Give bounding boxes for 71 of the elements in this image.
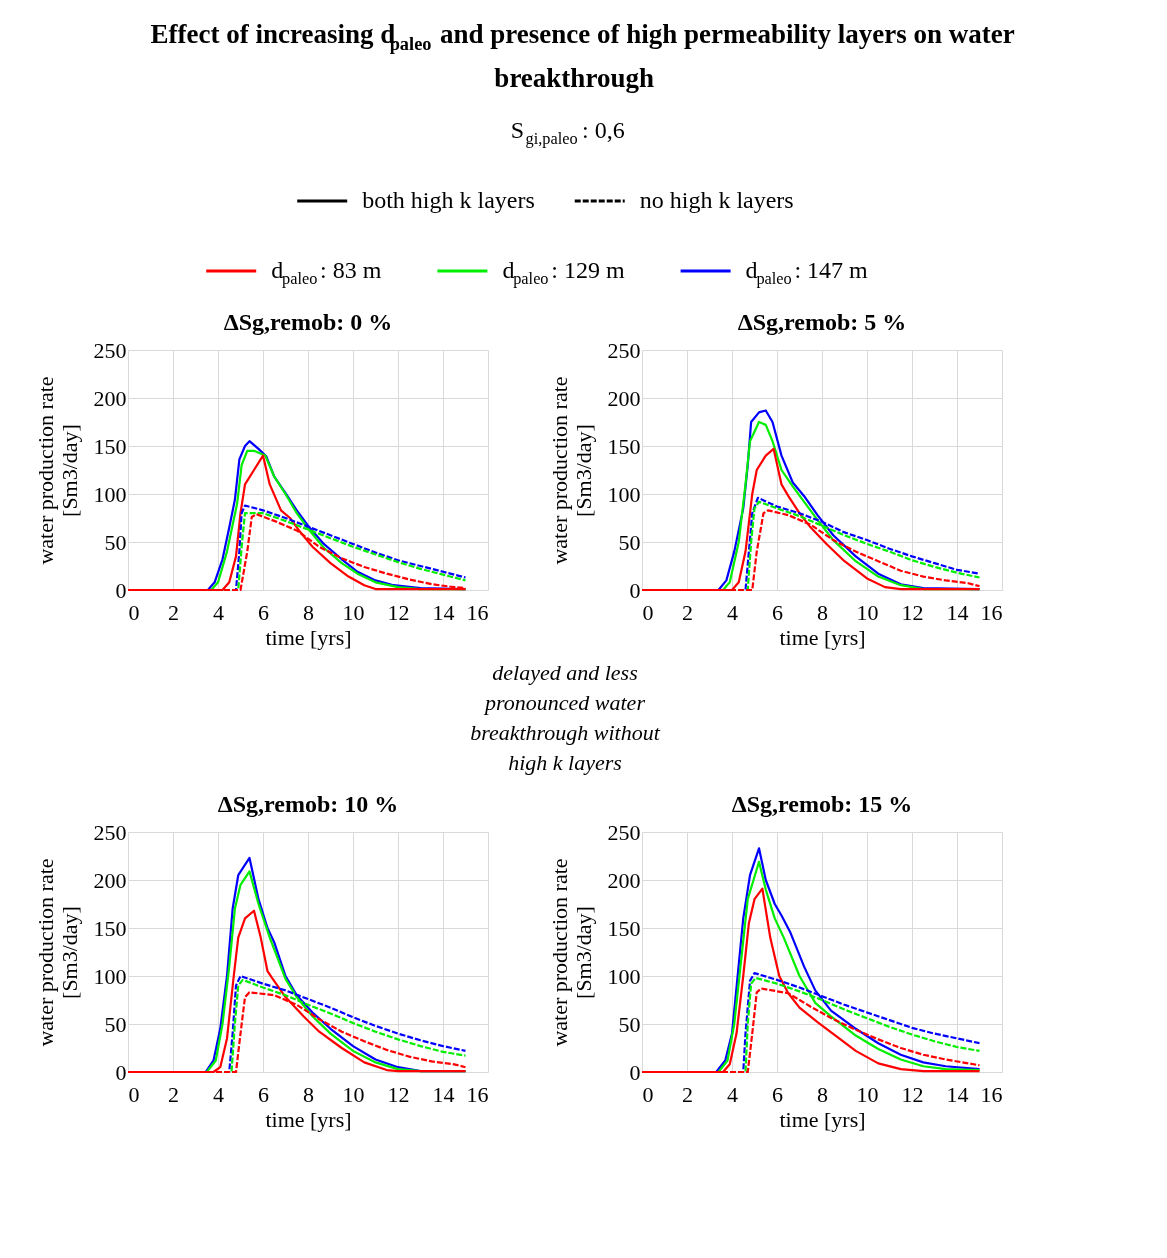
legend-label: no high k layers (639, 187, 794, 213)
x-tick-label: 6 (258, 599, 269, 625)
x-tick-label: 4 (213, 599, 224, 625)
chart-title: ΔSg,remob: 10 % (217, 791, 399, 817)
x-tick-label: 10 (342, 1081, 365, 1107)
x-tick-label: 14 (432, 1081, 455, 1107)
y-tick-label: 150 (93, 433, 127, 459)
y-tick-label: 250 (607, 819, 641, 845)
x-tick-label: 16 (466, 599, 489, 625)
x-tick-label: 10 (342, 599, 365, 625)
x-tick-label: 4 (727, 599, 738, 625)
x-tick-label: 6 (772, 599, 783, 625)
x-tick-label: 2 (168, 599, 179, 625)
y-tick-label: 250 (607, 337, 641, 363)
x-tick-label: 14 (432, 599, 455, 625)
y-axis-title: water production rate [Sm3/day] (546, 858, 596, 1047)
y-tick-label: 100 (607, 481, 641, 507)
y-tick-label: 250 (93, 819, 127, 845)
y-tick-label: 100 (93, 481, 127, 507)
x-tick-label: 4 (727, 1081, 738, 1107)
y-axis-title: water production rate [Sm3/day] (32, 376, 82, 565)
x-tick-label: 2 (168, 1081, 179, 1107)
x-tick-label: 10 (856, 599, 879, 625)
x-axis-title: time [yrs] (265, 624, 352, 650)
x-tick-label: 6 (258, 1081, 269, 1107)
y-tick-label: 150 (93, 915, 127, 941)
y-axis-title: water production rate [Sm3/day] (546, 376, 596, 565)
x-tick-label: 12 (901, 1081, 924, 1107)
x-tick-label: 8 (303, 599, 314, 625)
legend-label: both high k layers (362, 187, 535, 213)
x-tick-label: 14 (946, 599, 969, 625)
y-tick-label: 50 (618, 1011, 641, 1037)
y-tick-label: 150 (607, 433, 641, 459)
x-tick-label: 12 (387, 599, 410, 625)
x-tick-label: 8 (817, 1081, 828, 1107)
x-tick-label: 8 (303, 1081, 314, 1107)
y-tick-label: 0 (115, 1059, 127, 1085)
x-tick-label: 8 (817, 599, 828, 625)
chart-title: ΔSg,remob: 15 % (731, 791, 913, 817)
y-tick-label: 0 (629, 1059, 641, 1085)
x-tick-label: 16 (980, 1081, 1003, 1107)
y-axis-title: water production rate [Sm3/day] (32, 858, 82, 1047)
x-tick-label: 10 (856, 1081, 879, 1107)
x-axis-title: time [yrs] (779, 624, 866, 650)
text: delayed and less pronounced water breakthrough without high k layers (470, 660, 661, 775)
y-tick-label: 150 (607, 915, 641, 941)
x-tick-label: 16 (466, 1081, 489, 1107)
chart-title: ΔSg,remob: 5 % (737, 309, 907, 335)
y-tick-label: 200 (607, 867, 641, 893)
x-tick-label: 2 (682, 599, 693, 625)
y-tick-label: 50 (104, 1011, 127, 1037)
x-tick-label: 12 (901, 599, 924, 625)
x-tick-label: 2 (682, 1081, 693, 1107)
y-tick-label: 100 (93, 963, 127, 989)
x-axis-title: time [yrs] (779, 1106, 866, 1132)
y-tick-label: 50 (104, 529, 127, 555)
y-tick-label: 100 (607, 963, 641, 989)
x-tick-label: 16 (980, 599, 1003, 625)
y-tick-label: 0 (629, 577, 641, 603)
x-tick-label: 12 (387, 1081, 410, 1107)
y-tick-label: 0 (115, 577, 127, 603)
x-tick-label: 4 (213, 1081, 224, 1107)
y-tick-label: 50 (618, 529, 641, 555)
y-tick-label: 200 (607, 385, 641, 411)
x-axis-title: time [yrs] (265, 1106, 352, 1132)
chart-title: ΔSg,remob: 0 % (223, 309, 393, 335)
y-tick-label: 200 (93, 385, 127, 411)
x-tick-label: 6 (772, 1081, 783, 1107)
y-tick-label: 200 (93, 867, 127, 893)
y-tick-label: 250 (93, 337, 127, 363)
x-tick-label: 14 (946, 1081, 969, 1107)
